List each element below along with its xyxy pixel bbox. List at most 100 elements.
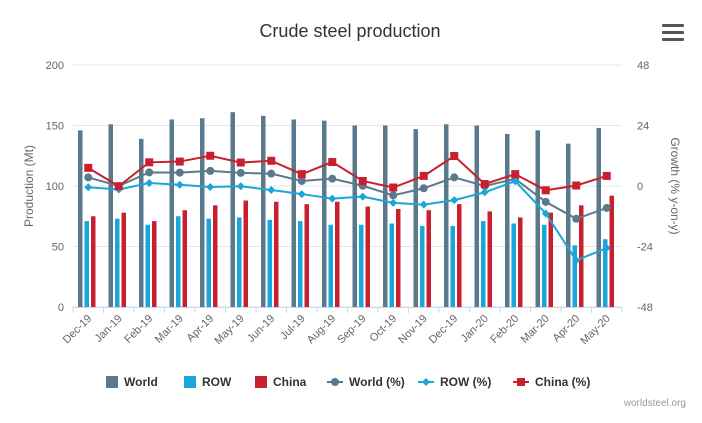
point bbox=[84, 163, 93, 172]
bar-china bbox=[579, 205, 584, 307]
legend-label: ROW bbox=[202, 375, 232, 389]
bar-china bbox=[365, 206, 370, 307]
legend-marker bbox=[422, 378, 430, 386]
point bbox=[389, 198, 398, 207]
bar-china bbox=[91, 216, 96, 307]
point bbox=[84, 173, 93, 182]
point bbox=[206, 166, 215, 175]
line-world bbox=[87, 169, 608, 220]
y-axis-title: Production (Mt) bbox=[22, 145, 36, 227]
bar-row bbox=[450, 225, 455, 307]
bar-world bbox=[322, 120, 327, 307]
point bbox=[328, 174, 337, 183]
line-row bbox=[88, 180, 608, 262]
point bbox=[267, 156, 276, 165]
bar-row bbox=[481, 221, 486, 307]
x-tick-label: Mar-19 bbox=[153, 313, 186, 346]
x-tick-label: Jan-20 bbox=[459, 313, 491, 345]
legend-item[interactable]: China bbox=[255, 375, 307, 389]
point bbox=[419, 171, 428, 180]
point bbox=[328, 194, 337, 203]
legend-label: China (%) bbox=[535, 375, 590, 389]
bar-row bbox=[237, 217, 242, 307]
point bbox=[450, 196, 459, 205]
point bbox=[84, 183, 93, 192]
point bbox=[541, 209, 550, 218]
y-tick-label: 150 bbox=[46, 121, 64, 133]
credit-link[interactable]: worldsteel.org bbox=[623, 398, 686, 409]
legend-item[interactable]: China (%) bbox=[513, 375, 590, 389]
y-tick-label: 0 bbox=[58, 302, 64, 314]
x-tick-label: Jun-19 bbox=[245, 313, 277, 345]
legend-item[interactable]: World (%) bbox=[327, 375, 405, 389]
point bbox=[511, 177, 520, 186]
bar-world bbox=[352, 125, 357, 307]
point bbox=[267, 169, 276, 178]
bar-row bbox=[298, 221, 303, 307]
bar-row bbox=[511, 223, 516, 307]
legend-item[interactable]: ROW (%) bbox=[418, 375, 491, 389]
lines bbox=[84, 151, 611, 265]
point bbox=[236, 158, 245, 167]
bar-china bbox=[335, 201, 340, 307]
point bbox=[541, 197, 550, 206]
bar-china bbox=[548, 212, 553, 307]
chart-title: Crude steel production bbox=[259, 21, 440, 41]
x-tick-label: May-19 bbox=[212, 313, 246, 347]
bar-row bbox=[389, 223, 394, 307]
point bbox=[297, 170, 306, 179]
point bbox=[450, 152, 459, 161]
bar-row bbox=[206, 218, 211, 307]
bar-china bbox=[518, 217, 523, 307]
x-tick-label: Jan-19 bbox=[93, 313, 125, 345]
bar-row bbox=[572, 245, 577, 307]
legend-label: ROW (%) bbox=[440, 375, 491, 389]
point bbox=[145, 158, 154, 167]
x-tick-label: Feb-19 bbox=[122, 313, 155, 346]
point bbox=[175, 157, 184, 166]
bar-world bbox=[474, 125, 479, 307]
point bbox=[267, 186, 276, 195]
line-china bbox=[87, 154, 608, 192]
point bbox=[572, 256, 581, 265]
x-tick-label: Jul-19 bbox=[278, 313, 308, 343]
axes: 050100150200-48-2402448Dec-19Jan-19Feb-1… bbox=[46, 60, 653, 347]
bar-china bbox=[304, 204, 309, 307]
point bbox=[236, 182, 245, 191]
legend-item[interactable]: ROW bbox=[184, 375, 232, 389]
legend: World ROW China World (%) ROW (%) China (%) bbox=[106, 375, 590, 389]
x-tick-label: Mar-20 bbox=[519, 313, 552, 346]
y2-tick-label: -48 bbox=[637, 302, 653, 314]
point bbox=[419, 184, 428, 193]
bar-world bbox=[108, 124, 113, 307]
bar-row bbox=[145, 224, 150, 307]
x-tick-label: May-20 bbox=[578, 313, 612, 347]
x-tick-label: Dec-19 bbox=[61, 313, 95, 347]
point bbox=[389, 183, 398, 192]
point bbox=[358, 176, 367, 185]
y2-axis-title: Growth (% y-on-y) bbox=[668, 137, 682, 234]
bar-china bbox=[457, 204, 462, 307]
y2-tick-label: 24 bbox=[637, 121, 649, 133]
bar-world bbox=[230, 112, 235, 307]
bar-row bbox=[542, 224, 547, 307]
bar-world bbox=[169, 119, 174, 307]
bar-world bbox=[444, 124, 449, 307]
bar-china bbox=[487, 211, 492, 307]
x-tick-label: Nov-19 bbox=[396, 313, 430, 347]
point bbox=[297, 176, 306, 185]
bar-world bbox=[413, 129, 418, 307]
legend-swatch bbox=[184, 376, 196, 388]
legend-item[interactable]: World bbox=[106, 375, 158, 389]
point bbox=[480, 179, 489, 188]
x-tick-label: Apr-20 bbox=[551, 313, 583, 345]
bar-row bbox=[84, 221, 89, 307]
y2-tick-label: -24 bbox=[637, 242, 653, 254]
y-tick-label: 100 bbox=[46, 181, 64, 193]
point bbox=[602, 171, 611, 180]
legend-label: World (%) bbox=[349, 375, 405, 389]
y2-tick-label: 0 bbox=[637, 181, 643, 193]
x-tick-label: Dec-19 bbox=[427, 313, 461, 347]
hamburger-menu-icon[interactable] bbox=[662, 24, 684, 44]
